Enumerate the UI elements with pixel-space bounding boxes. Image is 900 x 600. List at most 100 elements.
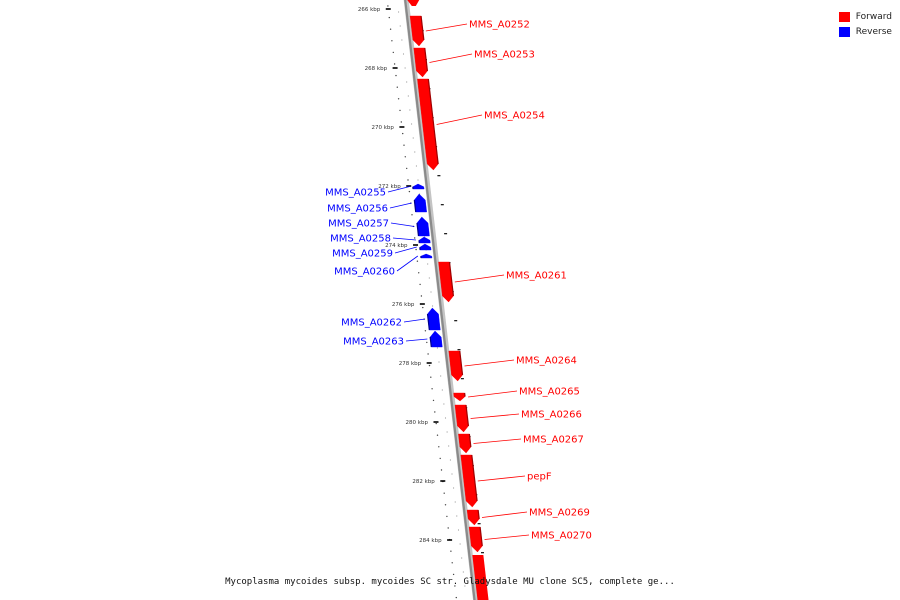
gene-label[interactable]: MMS_A0262 xyxy=(341,318,402,329)
reverse-dot xyxy=(438,361,440,363)
reverse-dot xyxy=(456,515,458,517)
scale-dot xyxy=(389,28,392,30)
gene-label[interactable]: MMS_A0259 xyxy=(332,249,393,260)
gene-label[interactable]: MMS_A0253 xyxy=(474,50,535,61)
gene-leader xyxy=(392,237,416,241)
gene-leaders xyxy=(387,23,530,540)
scale-dot xyxy=(450,550,452,552)
scale-dot xyxy=(446,515,448,518)
scale-dot xyxy=(455,596,457,599)
gene-label[interactable]: MMS_A0266 xyxy=(521,410,582,421)
reverse-dot xyxy=(399,25,401,27)
forward-tick xyxy=(444,233,448,235)
scale-dot xyxy=(435,422,437,425)
gene-edge xyxy=(479,526,483,547)
scale-dot xyxy=(403,144,405,146)
reverse-dot xyxy=(436,347,438,349)
gene-arrow[interactable] xyxy=(420,253,433,259)
gene-label[interactable]: MMS_A0265 xyxy=(519,387,580,398)
gene-edge xyxy=(471,454,478,502)
gene-arrow[interactable] xyxy=(458,433,472,454)
gene-edge xyxy=(465,404,470,427)
scale-dot xyxy=(416,260,419,262)
gene-features xyxy=(407,0,489,600)
gene-arrow[interactable] xyxy=(414,193,427,213)
gene-edge xyxy=(459,350,464,376)
gene-edge xyxy=(420,15,425,41)
scale-dot xyxy=(399,109,401,112)
scale-dot xyxy=(427,353,429,355)
reverse-dot xyxy=(407,95,409,97)
reverse-dot xyxy=(443,403,445,405)
gene-arrow-partial xyxy=(472,555,489,600)
scale-dot xyxy=(406,167,408,170)
legend-forward-swatch xyxy=(838,11,850,22)
gene-label[interactable]: MMS_A0261 xyxy=(506,271,567,282)
scale-dot xyxy=(419,283,421,286)
gene-arrow[interactable] xyxy=(438,261,454,303)
gene-label[interactable]: MMS_A0252 xyxy=(469,20,530,31)
gene-edge xyxy=(427,78,439,165)
gene-arrow[interactable] xyxy=(417,78,439,171)
scale-dot xyxy=(452,573,455,576)
reverse-dot xyxy=(409,109,411,111)
scale-ticks: 266 kbp 268 kbp 270 kbp 272 kbp 274 kbp 276 k… xyxy=(358,7,453,544)
gene-label[interactable]: MMS_A0269 xyxy=(529,508,590,519)
gene-leader xyxy=(481,511,528,518)
gene-arrow[interactable] xyxy=(454,404,469,433)
scale-dot xyxy=(454,585,456,587)
scale-dot xyxy=(404,156,406,158)
gene-arrow[interactable] xyxy=(413,47,428,78)
tick-label: 266 kbp xyxy=(358,7,381,13)
gene-label[interactable]: MMS_A0258 xyxy=(330,234,391,245)
gene-arrow-partial xyxy=(407,0,420,6)
gene-label[interactable]: MMS_A0264 xyxy=(516,356,577,367)
gene-arrow[interactable] xyxy=(468,526,483,553)
reverse-dot xyxy=(451,473,453,475)
scale-dot xyxy=(387,5,389,7)
scale-dot xyxy=(431,388,433,390)
gene-label[interactable]: MMS_A0255 xyxy=(325,188,386,199)
reverse-dot xyxy=(462,571,464,573)
gene-arrow[interactable] xyxy=(419,243,432,251)
gene-label[interactable]: MMS_A0267 xyxy=(523,435,584,446)
gene-arrow[interactable] xyxy=(412,183,425,190)
gene-leader xyxy=(387,186,410,193)
gene-leader xyxy=(484,534,530,540)
gene-label[interactable]: MMS_A0257 xyxy=(328,219,389,230)
gene-label[interactable]: MMS_A0263 xyxy=(343,337,404,348)
gene-arrow[interactable] xyxy=(416,216,430,237)
gene-label[interactable]: MMS_A0270 xyxy=(531,531,592,542)
gene-arrow[interactable] xyxy=(453,392,466,402)
scale-dot xyxy=(422,306,424,309)
gene-arrow[interactable] xyxy=(429,330,443,348)
gene-label[interactable]: MMS_A0254 xyxy=(484,111,545,122)
reverse-dots xyxy=(398,11,466,587)
scale-dot xyxy=(396,86,398,88)
gene-leader xyxy=(464,359,515,367)
scale-dot xyxy=(447,527,449,529)
gene-labels: MMS_A0252 MMS_A0253 MMS_A0254 MMS_A0255 MMS_… xyxy=(325,20,592,542)
scale-dot xyxy=(393,63,396,65)
gene-arrow[interactable] xyxy=(427,307,441,331)
reverse-dot xyxy=(444,417,447,419)
gene-label[interactable]: MMS_A0260 xyxy=(334,267,395,278)
gene-arrow[interactable] xyxy=(466,509,480,526)
gene-arrow[interactable] xyxy=(418,236,431,244)
gene-label[interactable]: MMS_A0256 xyxy=(327,204,388,215)
gene-leader xyxy=(436,114,483,125)
gene-label[interactable]: pepF xyxy=(527,472,552,483)
scale-dot xyxy=(418,272,420,274)
gene-edge xyxy=(413,199,417,213)
scale-dot xyxy=(395,74,397,77)
gene-arrow[interactable] xyxy=(409,15,425,47)
forward-tick xyxy=(481,552,484,554)
gene-edge xyxy=(416,222,420,237)
tick-label: 270 kbp xyxy=(371,125,394,131)
reverse-dot xyxy=(412,137,414,139)
gene-arrow[interactable] xyxy=(448,350,463,382)
scale-dot xyxy=(388,16,390,19)
legend-reverse-label: Reverse xyxy=(855,26,892,37)
scale-dot xyxy=(439,457,441,460)
